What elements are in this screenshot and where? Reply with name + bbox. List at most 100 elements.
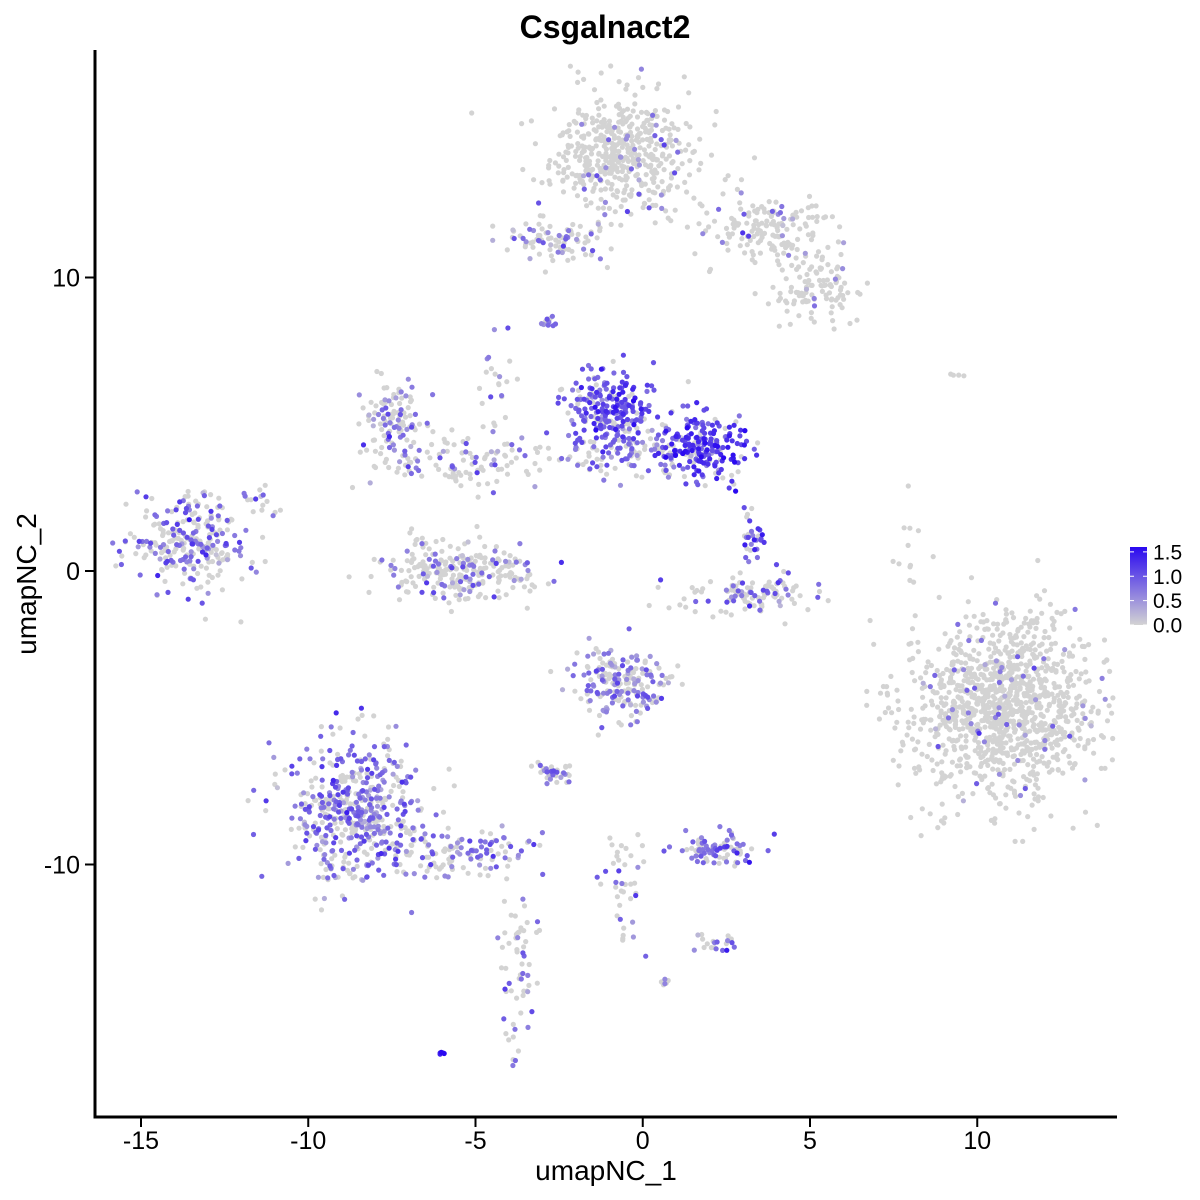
cell-point bbox=[572, 153, 579, 159]
cell-point bbox=[715, 234, 721, 240]
cell-point bbox=[965, 676, 971, 682]
cell-point bbox=[630, 934, 637, 940]
cell-point bbox=[799, 290, 805, 296]
cell-point bbox=[467, 588, 473, 595]
cell-point bbox=[618, 843, 625, 849]
cell-point bbox=[1043, 668, 1049, 674]
cell-point bbox=[232, 547, 238, 553]
cell-point bbox=[1001, 717, 1008, 723]
cell-point bbox=[668, 455, 674, 461]
cell-point bbox=[698, 458, 704, 464]
cell-point bbox=[375, 827, 381, 833]
cell-point bbox=[841, 296, 847, 302]
cell-point bbox=[933, 781, 940, 787]
cell-point bbox=[739, 580, 746, 586]
cell-point bbox=[796, 313, 802, 319]
cell-point bbox=[165, 530, 172, 536]
cell-point bbox=[738, 190, 744, 196]
cell-point bbox=[942, 631, 948, 637]
cell-point bbox=[659, 205, 665, 211]
cell-point bbox=[482, 559, 488, 566]
cell-point bbox=[645, 705, 651, 712]
cell-point bbox=[985, 762, 991, 769]
cell-point bbox=[165, 508, 171, 514]
cell-point bbox=[816, 277, 823, 283]
cell-point bbox=[524, 560, 530, 566]
cell-point bbox=[640, 670, 646, 676]
cell-point bbox=[785, 592, 791, 598]
cell-point bbox=[974, 781, 980, 787]
cell-point bbox=[643, 172, 649, 178]
cell-point bbox=[754, 452, 760, 458]
cell-point bbox=[769, 243, 776, 249]
cell-point bbox=[634, 126, 641, 132]
cell-point bbox=[604, 471, 610, 477]
cell-point bbox=[761, 539, 767, 546]
cell-point bbox=[744, 220, 750, 226]
cell-point bbox=[419, 535, 425, 541]
cell-point bbox=[649, 169, 655, 175]
cell-point bbox=[773, 199, 779, 205]
cell-point bbox=[1051, 699, 1057, 705]
cell-point bbox=[791, 585, 797, 591]
cell-point bbox=[616, 671, 622, 677]
cell-point bbox=[488, 394, 494, 400]
cell-point bbox=[649, 427, 655, 433]
cell-point bbox=[480, 578, 486, 585]
cell-point bbox=[245, 798, 251, 804]
cell-point bbox=[837, 302, 843, 308]
cell-point bbox=[436, 565, 442, 571]
cell-point bbox=[635, 430, 641, 436]
cell-point bbox=[775, 258, 781, 264]
cell-point bbox=[665, 108, 671, 115]
cell-point bbox=[409, 909, 415, 916]
cell-point bbox=[1078, 671, 1084, 677]
cell-point bbox=[183, 505, 189, 512]
cell-point bbox=[617, 129, 624, 135]
cell-point bbox=[1000, 760, 1006, 767]
cell-point bbox=[585, 653, 591, 659]
cell-point bbox=[1024, 682, 1030, 688]
cell-point bbox=[157, 544, 164, 550]
cell-point bbox=[973, 734, 979, 740]
cell-point bbox=[772, 233, 778, 239]
cell-point bbox=[467, 450, 473, 456]
cell-point bbox=[527, 226, 533, 232]
cell-point bbox=[590, 248, 596, 254]
cell-point bbox=[424, 420, 430, 426]
cell-point bbox=[594, 173, 600, 179]
cell-point bbox=[250, 831, 257, 838]
cell-point bbox=[733, 220, 739, 226]
cell-point bbox=[716, 470, 722, 476]
cell-point bbox=[985, 742, 991, 748]
cell-point bbox=[582, 196, 589, 203]
cell-point bbox=[338, 777, 344, 783]
cell-point bbox=[514, 949, 520, 955]
cell-point bbox=[515, 935, 521, 941]
cell-point bbox=[619, 880, 625, 887]
cell-point bbox=[509, 442, 515, 448]
cell-point bbox=[752, 593, 758, 599]
cell-point bbox=[917, 726, 924, 732]
cell-point bbox=[457, 572, 463, 578]
cell-point bbox=[431, 590, 437, 596]
cell-point bbox=[397, 832, 404, 839]
cell-point bbox=[352, 847, 358, 853]
cell-point bbox=[723, 587, 730, 593]
cell-point bbox=[506, 857, 513, 863]
cell-point bbox=[1012, 838, 1018, 845]
cell-point bbox=[635, 832, 641, 838]
cell-point bbox=[626, 426, 633, 432]
cell-point bbox=[164, 564, 170, 570]
cell-point bbox=[705, 846, 711, 853]
cell-point bbox=[595, 409, 601, 415]
cell-point bbox=[726, 234, 733, 240]
cell-point bbox=[926, 741, 932, 748]
cell-point bbox=[493, 838, 499, 844]
cell-point bbox=[826, 290, 833, 296]
cell-point bbox=[626, 192, 633, 198]
cell-point bbox=[471, 567, 477, 573]
cell-point bbox=[632, 418, 638, 424]
cell-point bbox=[208, 549, 214, 555]
cell-point bbox=[437, 455, 443, 461]
